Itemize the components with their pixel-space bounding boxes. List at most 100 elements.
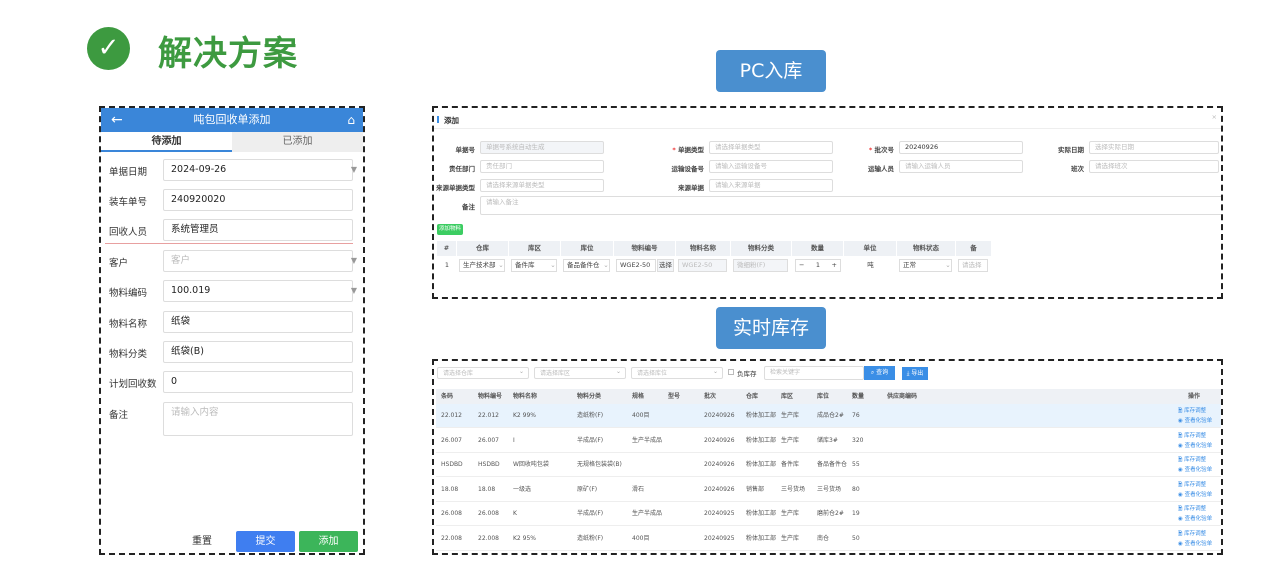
- label-text: 单据类型: [678, 146, 704, 154]
- required-marker: *: [672, 146, 678, 154]
- view-lab-report-label: 查看化验单: [1184, 418, 1213, 424]
- form-label: 运输设备号: [672, 163, 705, 173]
- form-input[interactable]: 请输入运输人员: [899, 160, 1023, 173]
- table-cell: 造纸粉(F): [577, 412, 604, 419]
- form-label: * 批次号: [869, 144, 894, 154]
- tab-added[interactable]: 已添加: [232, 132, 363, 152]
- view-lab-report-link[interactable]: ◉ 查看化验单: [1178, 442, 1213, 449]
- field-input[interactable]: 2024-09-26: [163, 159, 353, 181]
- chevron-down-icon: ⌄: [550, 261, 556, 269]
- form-input[interactable]: 请选择来源单据类型: [480, 179, 604, 192]
- field-input[interactable]: 0: [163, 371, 353, 393]
- table-row[interactable]: 22.008 22.008 K2 95% 造纸粉(F) 400目 20240925 粉体加工…: [436, 527, 1221, 551]
- search-input[interactable]: 检索关键字: [764, 366, 864, 380]
- table-row[interactable]: 26.007 26.007 I 半成品(F) 生产半成品 20240926 粉体加工部 生产库…: [436, 429, 1221, 453]
- table-cell: 销售部: [746, 485, 765, 493]
- minus-icon[interactable]: −: [799, 261, 805, 269]
- table-cell: 80: [852, 485, 860, 493]
- field-input[interactable]: 100.019: [163, 280, 353, 302]
- label-text: 来源单据: [678, 184, 704, 192]
- close-icon[interactable]: ×: [1211, 113, 1217, 121]
- export-button[interactable]: ⤓ 导出: [902, 367, 928, 380]
- table-cell: 55: [852, 461, 860, 468]
- field-label: 计划回收数: [109, 379, 157, 390]
- query-label: 查询: [876, 369, 889, 376]
- cell-location[interactable]: 备品备件仓: [563, 259, 610, 272]
- field-input[interactable]: 系统管理员: [163, 219, 353, 241]
- plus-icon[interactable]: +: [831, 261, 837, 269]
- stock-adjust-link[interactable]: 🗎 库存调整: [1178, 457, 1207, 463]
- filter-warehouse[interactable]: 请选择仓库: [437, 367, 529, 379]
- form-input[interactable]: 请选择班次: [1089, 160, 1219, 173]
- form-row: 物料编码 100.019 ▼: [101, 280, 363, 302]
- field-label: 备注: [109, 410, 129, 421]
- stock-adjust-link[interactable]: 🗎 库存调整: [1178, 506, 1207, 512]
- submit-button[interactable]: 提交: [236, 531, 295, 552]
- label-text: 单据号: [455, 146, 476, 154]
- form-input[interactable]: 请选择单据类型: [709, 141, 833, 154]
- stock-adjust-link[interactable]: 🗎 库存调整: [1178, 408, 1207, 414]
- select-button[interactable]: 选择: [657, 259, 674, 272]
- view-lab-report-link[interactable]: ◉ 查看化验单: [1178, 418, 1213, 424]
- column-header: 库位: [817, 393, 830, 400]
- stock-adjust-link[interactable]: 🗎 库存调整: [1178, 530, 1207, 537]
- view-lab-report-link[interactable]: ◉ 查看化验单: [1178, 491, 1213, 498]
- field-input[interactable]: 纸袋(B): [163, 341, 353, 363]
- back-arrow-icon[interactable]: ←: [111, 112, 123, 128]
- table-cell: 22.008: [441, 534, 462, 542]
- add-button[interactable]: 添加: [299, 531, 358, 552]
- cell-code[interactable]: WGE2-50: [616, 259, 656, 272]
- table-cell: 滑石: [632, 485, 645, 493]
- home-icon[interactable]: ⌂: [347, 113, 355, 127]
- filter-location[interactable]: 请选择库位: [631, 367, 723, 379]
- cell-extra[interactable]: 请选择: [958, 259, 988, 272]
- cell-category[interactable]: 微细粉(F): [733, 259, 788, 272]
- form-input[interactable]: 选择实际日期: [1089, 141, 1219, 154]
- column-header: 数量: [852, 393, 865, 400]
- form-input[interactable]: 请输入运输设备号: [709, 160, 833, 173]
- form-input[interactable]: 单据号系统自动生成: [480, 141, 604, 154]
- table-cell: HSDBD: [441, 461, 463, 468]
- column-header: 供应商编码: [887, 393, 918, 400]
- view-lab-report-link[interactable]: ◉ 查看化验单: [1178, 516, 1213, 522]
- table-cell: 南仓: [817, 534, 830, 542]
- table-cell: 无规格包装袋(B): [577, 461, 622, 468]
- negative-stock-checkbox[interactable]: [728, 369, 734, 375]
- table-cell: 26.008: [441, 510, 462, 517]
- table-cell: HSDBD: [478, 461, 500, 468]
- form-input[interactable]: 20240926: [899, 141, 1023, 154]
- form-label: 单据号: [456, 144, 476, 154]
- reset-button[interactable]: 重置: [192, 536, 212, 547]
- form-input[interactable]: 责任部门: [480, 160, 604, 173]
- field-input[interactable]: 纸袋: [163, 311, 353, 333]
- table-row[interactable]: HSDBD HSDBD W回收吨包袋 无规格包装袋(B) 20240926 粉体加工部 备件…: [436, 453, 1221, 477]
- form-row: 计划回收数 0: [101, 371, 363, 393]
- field-input[interactable]: 请输入内容: [163, 402, 353, 436]
- field-input[interactable]: 240920020: [163, 189, 353, 211]
- cell-warehouse[interactable]: 生产技术部: [459, 259, 505, 272]
- filter-area[interactable]: 请选择库区: [534, 367, 626, 379]
- add-material-button[interactable]: 添加物料: [437, 224, 463, 235]
- field-input[interactable]: 客户: [163, 250, 353, 272]
- query-button[interactable]: ⌕ 查询: [864, 366, 895, 380]
- form-label: 责任部门: [449, 163, 475, 173]
- stock-adjust-link[interactable]: 🗎 库存调整: [1178, 481, 1207, 488]
- form-input[interactable]: 请输入来源单据: [709, 179, 833, 192]
- cell-name[interactable]: WGE2-50: [678, 259, 727, 272]
- form-row: 装车单号 240920020: [101, 189, 363, 211]
- cell-area[interactable]: 备件库: [511, 259, 557, 272]
- tab-pending[interactable]: 待添加: [101, 132, 232, 152]
- table-row[interactable]: 22.012 22.012 K2 99% 造纸粉(F) 400目 20240926 粉体加工…: [436, 404, 1221, 428]
- column-header: 库区: [781, 393, 794, 400]
- row-actions: 🗎 库存调整 ◉ 查看化验单: [1178, 432, 1212, 451]
- stock-adjust-link[interactable]: 🗎 库存调整: [1178, 432, 1207, 439]
- table-row[interactable]: 26.008 26.008 K 半成品(F) 生产半成品 20240925 粉体加工部 生产库…: [436, 502, 1221, 526]
- table-row[interactable]: 18.08 18.08 一级选 原矿(F) 滑石 20240926 销售部 三号货场 三号货场 8…: [436, 478, 1221, 502]
- remarks-input[interactable]: 请输入备注: [480, 196, 1221, 215]
- cell-status[interactable]: 正常: [899, 259, 952, 272]
- form-row: 物料分类 纸袋(B): [101, 341, 363, 363]
- view-lab-report-label: 查看化验单: [1184, 467, 1213, 473]
- quantity-stepper[interactable]: − 1 +: [795, 259, 841, 272]
- view-lab-report-link[interactable]: ◉ 查看化验单: [1178, 467, 1213, 473]
- view-lab-report-link[interactable]: ◉ 查看化验单: [1178, 540, 1213, 547]
